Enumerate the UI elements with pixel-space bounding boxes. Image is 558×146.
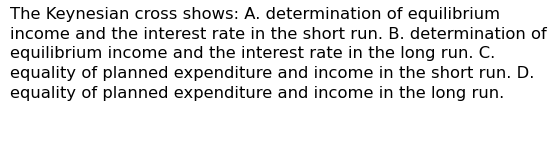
Text: The Keynesian cross shows: A. determination of equilibrium
income and the intere: The Keynesian cross shows: A. determinat…	[10, 7, 547, 101]
